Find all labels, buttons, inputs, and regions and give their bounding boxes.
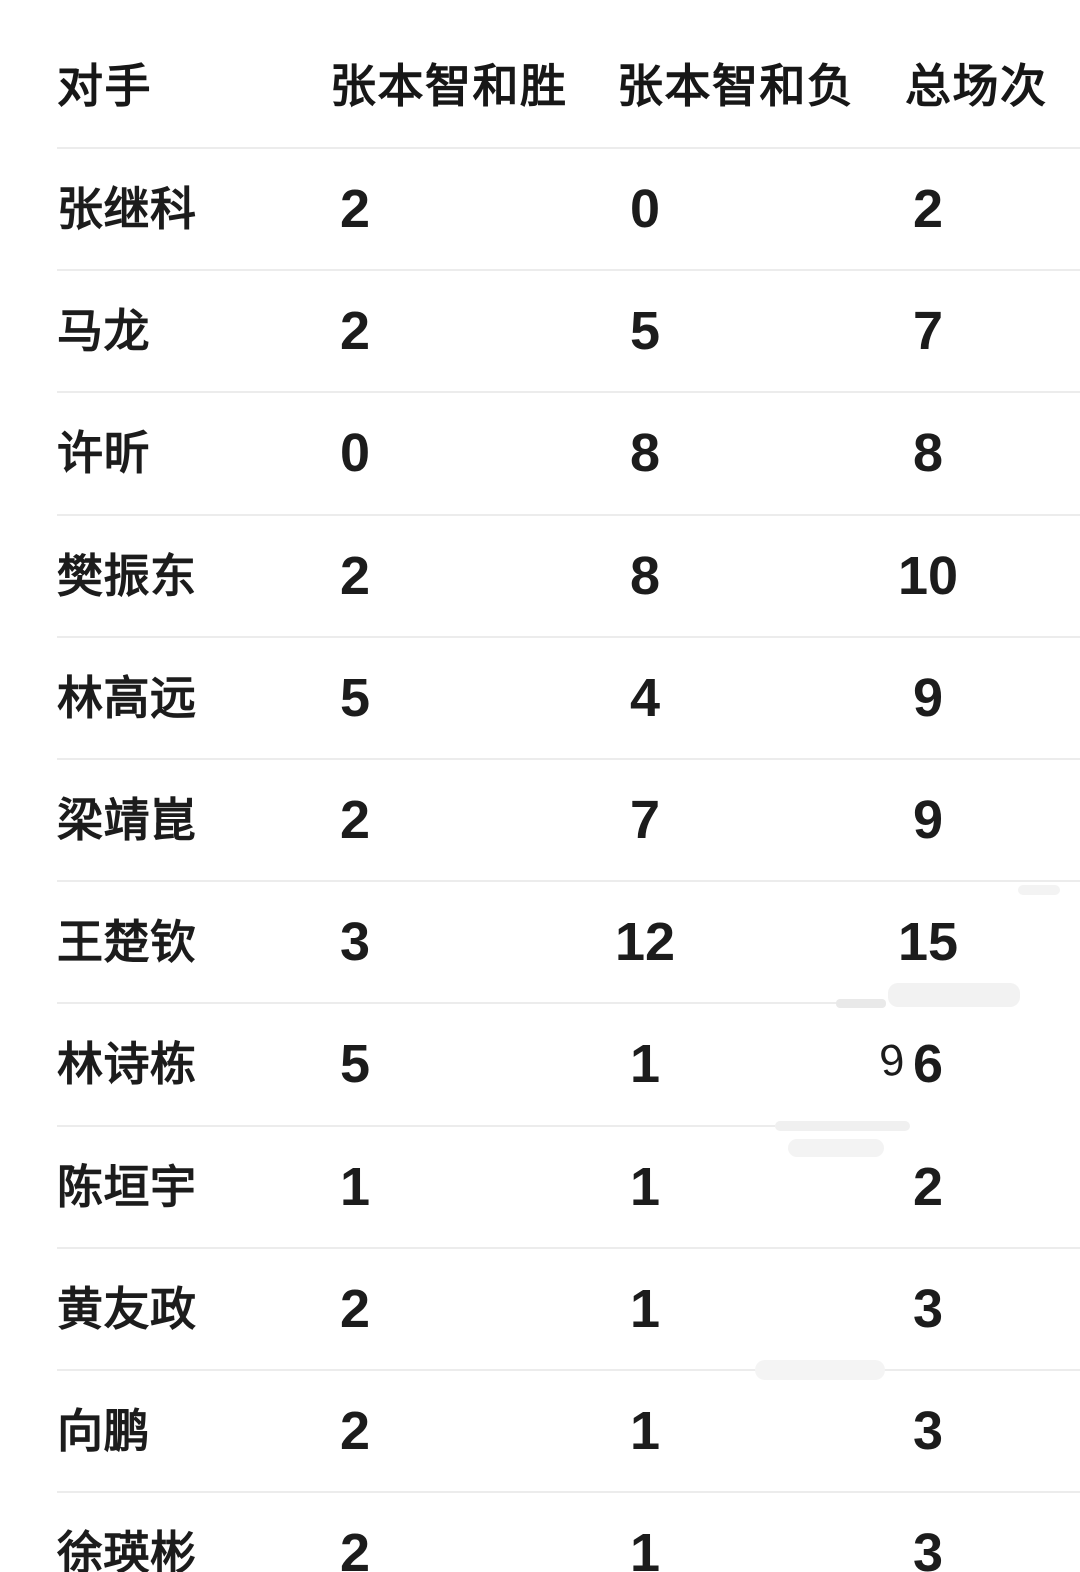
table-row: 黄友政 2 1 3 [0, 1247, 1080, 1370]
row-divider [57, 391, 1080, 393]
opponent-name: 陈垣宇 [57, 1161, 197, 1213]
opponent-name: 林诗栋 [57, 1038, 197, 1090]
row-divider [57, 1491, 1080, 1493]
losses-value: 1 [629, 1279, 661, 1339]
losses-value: 0 [629, 179, 661, 239]
header-total: 总场次 [905, 60, 1048, 112]
row-divider [57, 147, 1080, 149]
ghost-digit-artifact: 9 [877, 1035, 906, 1087]
total-value: 10 [897, 546, 959, 606]
wins-value: 1 [339, 1157, 371, 1217]
table-row: 马龙 2 5 7 [0, 269, 1080, 392]
wins-value: 2 [339, 1523, 371, 1572]
table-row: 梁靖崑 2 7 9 [0, 758, 1080, 881]
opponent-name: 梁靖崑 [57, 794, 197, 846]
wins-value: 2 [339, 546, 371, 606]
losses-value: 8 [629, 423, 661, 483]
opponent-name: 王楚钦 [57, 916, 197, 968]
total-value: 2 [912, 179, 944, 239]
row-divider [57, 636, 1080, 638]
table-row: 陈垣宇 1 1 2 [0, 1125, 1080, 1248]
losses-value: 5 [629, 301, 661, 361]
row-divider [57, 514, 1080, 516]
opponent-name: 徐瑛彬 [57, 1527, 197, 1572]
wins-value: 5 [339, 668, 371, 728]
total-value: 15 [897, 912, 959, 972]
total-value: 6 [912, 1034, 944, 1094]
table-row: 张继科 2 0 2 [0, 147, 1080, 270]
row-divider [57, 269, 1080, 271]
wins-value: 2 [339, 790, 371, 850]
losses-value: 4 [629, 668, 661, 728]
total-value: 9 [912, 668, 944, 728]
row-divider [57, 758, 1080, 760]
table-row: 向鹏 2 1 3 [0, 1369, 1080, 1492]
losses-value: 1 [629, 1523, 661, 1572]
header-opponent: 对手 [57, 60, 152, 112]
opponent-name: 张继科 [57, 183, 197, 235]
wins-value: 2 [339, 179, 371, 239]
total-value: 7 [912, 301, 944, 361]
losses-value: 8 [629, 546, 661, 606]
opponent-name: 林高远 [57, 672, 197, 724]
row-divider [57, 1125, 775, 1127]
opponent-name: 樊振东 [57, 550, 197, 602]
total-value: 8 [912, 423, 944, 483]
wins-value: 2 [339, 301, 371, 361]
total-value: 3 [912, 1401, 944, 1461]
row-divider [57, 880, 1080, 882]
total-value: 3 [912, 1279, 944, 1339]
losses-value: 1 [629, 1157, 661, 1217]
opponent-name: 向鹏 [57, 1405, 150, 1457]
total-value: 2 [912, 1157, 944, 1217]
row-divider [57, 1247, 1080, 1249]
wins-value: 5 [339, 1034, 371, 1094]
table-row: 徐瑛彬 2 1 3 [0, 1491, 1080, 1572]
wins-value: 3 [339, 912, 371, 972]
table-row: 林诗栋 5 1 9 6 [0, 1002, 1080, 1125]
header-losses: 张本智和负 [617, 60, 855, 112]
opponent-name: 许昕 [57, 427, 150, 479]
header-wins: 张本智和胜 [330, 60, 568, 112]
wins-value: 0 [339, 423, 371, 483]
table-row: 许昕 0 8 8 [0, 391, 1080, 514]
opponent-name: 黄友政 [57, 1283, 197, 1335]
table-row: 樊振东 2 8 10 [0, 514, 1080, 637]
losses-value: 12 [614, 912, 676, 972]
losses-value: 1 [629, 1401, 661, 1461]
table-row: 林高远 5 4 9 [0, 636, 1080, 759]
opponent-name: 马龙 [57, 305, 150, 357]
row-divider [57, 1369, 1080, 1371]
wins-value: 2 [339, 1279, 371, 1339]
losses-value: 1 [629, 1034, 661, 1094]
losses-value: 7 [629, 790, 661, 850]
row-divider [57, 1002, 883, 1004]
table-row: 王楚钦 3 12 15 [0, 880, 1080, 1003]
total-value: 3 [912, 1523, 944, 1572]
total-value-with-artifact: 9 6 [877, 1003, 966, 1125]
wins-value: 2 [339, 1401, 371, 1461]
total-value: 9 [912, 790, 944, 850]
